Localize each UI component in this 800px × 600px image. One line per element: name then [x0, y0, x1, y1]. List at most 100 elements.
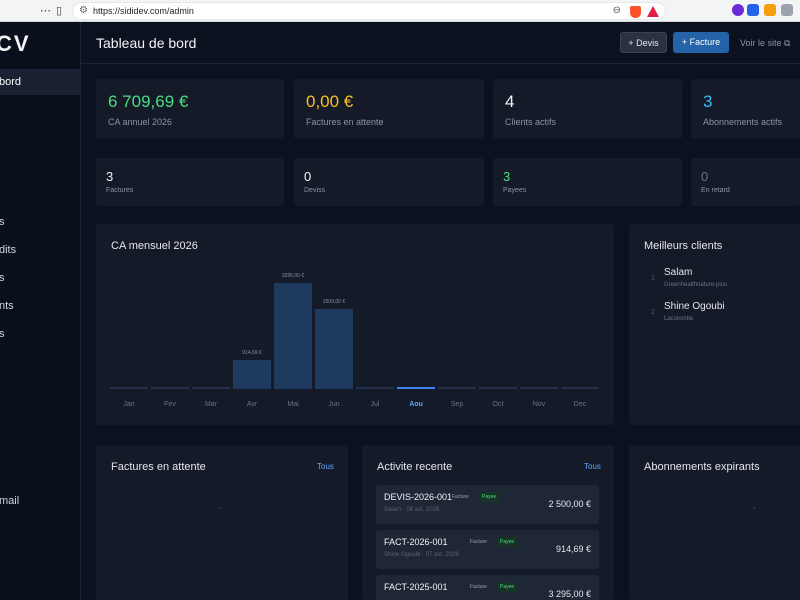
chart-value-label: 914,69 € — [242, 350, 262, 356]
stat-value: 6 709,69 € — [108, 92, 189, 111]
address-bar[interactable]: ⚙ https://sididev.com/admin ⊖ — [72, 2, 666, 20]
status-badge: Payee — [479, 492, 500, 502]
chart-month-label: Dec — [573, 401, 587, 408]
status-badge: Payee — [497, 537, 518, 547]
chart-title: CA mensuel 2026 — [111, 240, 198, 252]
activity-amount: 2 500,00 € — [548, 499, 591, 509]
chart-month-label: Fev — [164, 401, 176, 408]
page-header: Tableau de bord + Devis + Facture Voir l… — [81, 22, 800, 64]
chart-month-label: Aou — [409, 401, 423, 408]
chart-bar-mai — [274, 283, 312, 389]
chart-bar-avr — [233, 360, 271, 389]
count-card-quotes: 0 Deviss — [294, 158, 484, 206]
extension-icon[interactable] — [781, 4, 793, 16]
activity-ref: FACT-2025-001 — [384, 582, 448, 592]
sidebar-item[interactable]: dits — [0, 244, 17, 256]
count-label: Payees — [503, 187, 527, 194]
count-card-paid: 3 Payees — [493, 158, 682, 206]
stat-card-active-subscriptions: 3 Abonnements actifs — [691, 79, 800, 139]
more-icon[interactable]: ⋯ — [40, 5, 51, 17]
empty-state: - — [218, 503, 221, 513]
chart-month-label: Oct — [492, 401, 504, 408]
site-settings-icon[interactable]: ⚙ — [79, 5, 88, 16]
view-site-link[interactable]: Voir le site ⧉ — [740, 38, 791, 48]
chart-month-label: Jun — [328, 401, 340, 408]
chart-month-label: Mai — [287, 401, 299, 408]
count-label: Deviss — [304, 187, 326, 194]
sidebar-item[interactable]: s — [0, 328, 5, 340]
sidebar: CV bord s dits s nts s mail — [0, 22, 81, 600]
chart-month-label: Avr — [246, 401, 258, 408]
external-link-icon: ⧉ — [784, 38, 791, 48]
extension-icon[interactable] — [732, 4, 744, 16]
pending-invoices-all-link[interactable]: Tous — [317, 462, 334, 471]
zoom-icon[interactable]: ⊖ — [612, 5, 621, 16]
stat-value: 3 — [703, 92, 713, 111]
activity-meta: Shine Ogoubi · 07 avr. 2026 — [384, 552, 459, 558]
new-quote-button[interactable]: + Devis — [620, 32, 667, 53]
client-name[interactable]: Shine Ogoubi — [664, 301, 725, 312]
new-invoice-button[interactable]: + Facture — [673, 32, 729, 53]
chart-bar-fev — [151, 387, 189, 389]
stat-value: 0,00 € — [306, 92, 354, 111]
brave-shield-icon[interactable] — [630, 6, 641, 18]
sidebar-item[interactable]: s — [0, 272, 5, 284]
chart-bar-dec — [561, 387, 599, 389]
count-value: 0 — [701, 169, 709, 184]
bookmark-icon[interactable]: ▯ — [56, 5, 63, 17]
page-title: Tableau de bord — [96, 35, 197, 51]
chart-value-label: 2500,00 € — [322, 299, 346, 305]
chart-bar-oct — [479, 387, 517, 389]
activity-ref: DEVIS-2026-001 — [384, 492, 453, 502]
extension-icon[interactable] — [747, 4, 759, 16]
status-badge: Payee — [497, 582, 518, 592]
recent-activity-all-link[interactable]: Tous — [584, 462, 601, 471]
brave-rewards-icon[interactable] — [647, 6, 659, 17]
client-rank: 2 — [651, 309, 655, 316]
chart-value-label: 3295,00 € — [281, 273, 305, 279]
expiring-subscriptions-card: Abonnements expirants - — [629, 445, 800, 600]
sidebar-item-dashboard[interactable]: bord — [0, 69, 81, 95]
client-rank: 1 — [651, 275, 655, 282]
top-clients-card: Meilleurs clients 1 Salam Greenhealthnat… — [629, 224, 800, 425]
activity-item[interactable]: FACT-2025-001 Facture Payee 3 295,00 € — [376, 575, 599, 600]
extension-icon[interactable] — [764, 4, 776, 16]
activity-type: Facture — [470, 584, 487, 590]
chart-bar-jun — [315, 309, 353, 389]
stat-label: Clients actifs — [505, 117, 557, 127]
chart-month-label: Jan — [123, 401, 135, 408]
activity-item[interactable]: FACT-2026-001 Facture Payee Shine Ogoubi… — [376, 530, 599, 569]
count-card-overdue: 0 En retard — [691, 158, 800, 206]
sidebar-item[interactable]: nts — [0, 300, 14, 312]
chart-month-label: Mar — [204, 401, 218, 408]
sidebar-item-email[interactable]: mail — [0, 495, 20, 507]
activity-type: Facture — [452, 494, 469, 500]
stat-label: CA annuel 2026 — [108, 117, 173, 127]
chart-bar-nov — [520, 387, 558, 389]
client-name[interactable]: Salam — [664, 267, 693, 278]
top-clients-title: Meilleurs clients — [644, 240, 723, 252]
activity-item[interactable]: DEVIS-2026-001 Facture Payee Salam · 08 … — [376, 485, 599, 524]
count-label: En retard — [701, 187, 730, 194]
recent-activity-title: Activite recente — [377, 461, 453, 473]
count-value: 3 — [106, 169, 114, 184]
stat-card-annual-revenue: 6 709,69 € CA annuel 2026 — [96, 79, 284, 139]
activity-ref: FACT-2026-001 — [384, 537, 448, 547]
sidebar-item[interactable]: s — [0, 216, 5, 228]
count-label: Factures — [106, 187, 134, 194]
activity-amount: 3 295,00 € — [548, 589, 591, 599]
chart-bar-mar — [192, 387, 230, 389]
logo[interactable]: CV — [0, 31, 31, 56]
chart-bar-jan — [110, 387, 148, 389]
pending-invoices-card: Factures en attente Tous - — [96, 445, 348, 600]
expiring-subscriptions-title: Abonnements expirants — [644, 461, 760, 473]
recent-activity-card: Activite recente Tous DEVIS-2026-001 Fac… — [362, 445, 614, 600]
count-value: 3 — [503, 169, 511, 184]
count-card-invoices: 3 Factures — [96, 158, 284, 206]
count-value: 0 — [304, 169, 312, 184]
browser-toolbar: ⋯ ▯ ⚙ https://sididev.com/admin ⊖ — [0, 0, 800, 22]
url-text[interactable]: https://sididev.com/admin — [93, 6, 194, 16]
activity-meta: Salam · 08 avr. 2026 — [384, 507, 440, 513]
client-company: Lacolombe — [664, 316, 694, 322]
chart-bar-sep — [438, 387, 476, 389]
